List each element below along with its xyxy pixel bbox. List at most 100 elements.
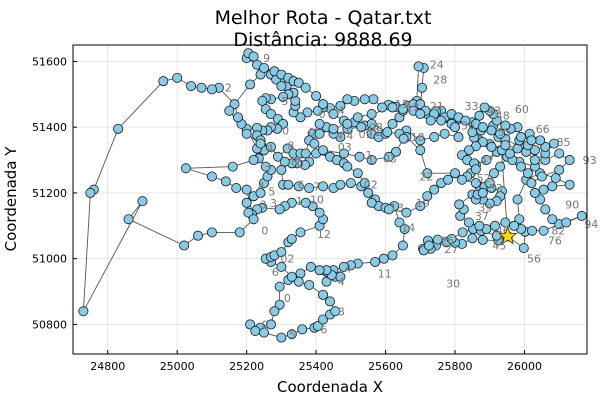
y-tick-label: 51200 bbox=[32, 187, 67, 200]
city-label: 47 bbox=[480, 154, 494, 167]
city-label: 27 bbox=[444, 243, 458, 256]
city-label: 4 bbox=[336, 129, 343, 142]
city-point bbox=[276, 261, 287, 272]
city-point bbox=[564, 155, 575, 166]
city-point bbox=[78, 306, 89, 317]
city-label: 56 bbox=[527, 253, 541, 266]
city-point bbox=[314, 118, 325, 129]
city-point bbox=[245, 319, 256, 330]
city-point bbox=[328, 123, 339, 134]
city-point bbox=[297, 324, 308, 335]
city-point bbox=[540, 141, 551, 152]
city-label: 30 bbox=[446, 277, 460, 290]
city-label: 02 bbox=[364, 179, 378, 192]
city-point bbox=[522, 168, 533, 179]
city-point bbox=[429, 132, 440, 143]
city-point bbox=[486, 125, 497, 136]
city-point bbox=[463, 145, 474, 156]
city-point bbox=[241, 184, 252, 195]
city-point bbox=[196, 82, 207, 93]
city-point bbox=[415, 109, 426, 120]
city-point bbox=[342, 94, 353, 105]
city-point bbox=[241, 197, 252, 208]
city-label: 39 bbox=[478, 202, 492, 215]
city-point bbox=[324, 296, 335, 307]
city-point bbox=[529, 145, 540, 156]
city-point bbox=[272, 151, 283, 162]
city-point bbox=[265, 319, 276, 330]
city-point bbox=[467, 233, 478, 244]
city-point bbox=[439, 128, 450, 139]
city-label: 26 bbox=[440, 235, 454, 248]
city-point bbox=[554, 148, 565, 159]
city-point bbox=[387, 102, 398, 113]
city-label: 85 bbox=[557, 136, 571, 149]
city-point bbox=[538, 225, 549, 236]
city-point bbox=[318, 99, 329, 110]
city-label: 4 bbox=[258, 180, 265, 193]
city-point bbox=[529, 187, 540, 198]
city-point bbox=[260, 161, 271, 172]
city-point bbox=[536, 171, 547, 182]
city-point bbox=[477, 234, 488, 245]
city-label: 4 bbox=[346, 129, 353, 142]
city-point bbox=[345, 178, 356, 189]
city-point bbox=[377, 102, 388, 113]
city-point bbox=[527, 225, 538, 236]
city-point bbox=[85, 187, 96, 198]
city-point bbox=[356, 122, 367, 133]
city-point bbox=[241, 128, 252, 139]
city-label: 1 bbox=[374, 126, 381, 139]
city-point bbox=[382, 127, 393, 138]
city-label: 08 bbox=[369, 121, 383, 134]
city-points bbox=[78, 48, 587, 343]
city-point bbox=[394, 217, 405, 228]
route-line bbox=[82, 52, 582, 339]
city-point bbox=[257, 95, 268, 106]
city-label: 8 bbox=[287, 139, 294, 152]
city-point bbox=[172, 72, 183, 83]
city-label: 15 bbox=[395, 98, 409, 111]
city-point bbox=[335, 100, 346, 111]
city-point bbox=[453, 132, 464, 143]
city-point bbox=[550, 173, 561, 184]
city-point bbox=[312, 105, 323, 116]
city-point bbox=[234, 227, 245, 238]
start-marker bbox=[498, 226, 518, 245]
city-label: 13 bbox=[390, 202, 404, 215]
city-point bbox=[423, 240, 434, 251]
city-label: 7 bbox=[265, 164, 272, 177]
city-label: 6 bbox=[272, 266, 279, 279]
city-point bbox=[274, 299, 285, 310]
city-point bbox=[384, 204, 395, 215]
city-point bbox=[314, 207, 325, 218]
city-point bbox=[229, 99, 240, 110]
city-point bbox=[227, 161, 238, 172]
city-label: 4 bbox=[267, 143, 274, 156]
city-label: 03 bbox=[338, 141, 352, 154]
y-tick-label: 50800 bbox=[32, 318, 67, 331]
city-point bbox=[245, 79, 256, 90]
city-point bbox=[509, 220, 520, 231]
city-point bbox=[474, 220, 485, 231]
city-point bbox=[436, 115, 447, 126]
city-label: 8 bbox=[291, 156, 298, 169]
city-label: 4 bbox=[338, 276, 345, 289]
city-point bbox=[415, 135, 426, 146]
city-point bbox=[295, 112, 306, 123]
city-point bbox=[500, 217, 511, 228]
city-point bbox=[378, 253, 389, 264]
y-tick-label: 51400 bbox=[32, 121, 67, 134]
city-point bbox=[300, 148, 311, 159]
city-point bbox=[300, 82, 311, 93]
city-point bbox=[137, 196, 148, 207]
city-point bbox=[540, 204, 551, 215]
city-label: 66 bbox=[536, 123, 550, 136]
city-point bbox=[368, 94, 379, 105]
city-point bbox=[248, 155, 259, 166]
city-point bbox=[470, 164, 481, 175]
city-point bbox=[321, 276, 332, 287]
city-point bbox=[286, 329, 297, 340]
